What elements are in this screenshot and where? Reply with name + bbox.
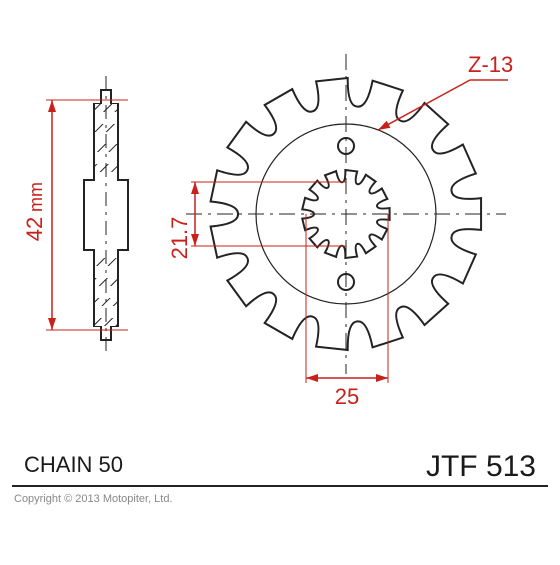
z13-label: Z-13 — [468, 52, 513, 77]
dim-42-text: 42 — [22, 217, 47, 241]
side-view — [84, 76, 128, 354]
part-number: JTF 513 — [426, 450, 536, 483]
dim-42-unit: mm — [26, 182, 46, 212]
dim-25-text: 25 — [335, 384, 359, 409]
front-view — [186, 54, 506, 374]
copyright-text: Copyright © 2013 Motopiter, Ltd. — [14, 493, 173, 505]
chain-label: CHAIN 50 — [24, 452, 123, 477]
dim-217-text: 21.7 — [167, 217, 192, 260]
